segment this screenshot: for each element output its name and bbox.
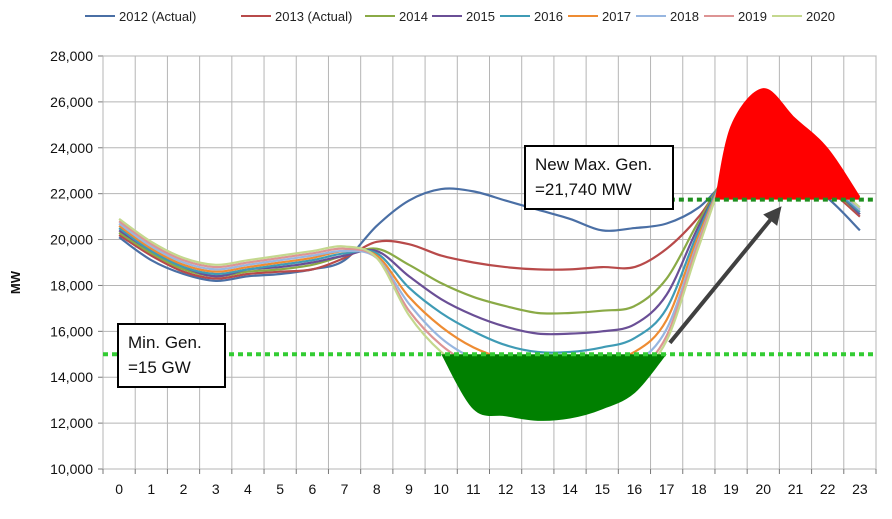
y-tick-label: 18,000 — [50, 277, 93, 293]
y-tick-label: 20,000 — [50, 232, 93, 248]
legend-label: 2013 (Actual) — [275, 8, 353, 24]
x-tick-label: 1 — [147, 481, 155, 497]
legend-swatch — [500, 15, 530, 17]
legend-swatch — [85, 15, 115, 17]
x-tick-label: 8 — [373, 481, 381, 497]
legend-label: 2020 — [806, 8, 835, 24]
y-tick-label: 16,000 — [50, 323, 93, 339]
legend-item: 2016 — [500, 6, 563, 26]
x-tick-label: 13 — [530, 481, 546, 497]
x-tick-label: 15 — [594, 481, 610, 497]
arrow-line — [668, 209, 780, 345]
y-tick-label: 24,000 — [50, 140, 93, 156]
x-tick-label: 17 — [659, 481, 675, 497]
x-tick-label: 9 — [405, 481, 413, 497]
x-tick-label: 23 — [852, 481, 868, 497]
legend: 2012 (Actual) 2013 (Actual) 2014 2015 2016 20… — [0, 6, 892, 26]
x-tick-label: 2 — [180, 481, 188, 497]
legend-item: 2020 — [772, 6, 835, 26]
annotation-text-1: =21,740 MW — [535, 180, 632, 199]
x-tick-label: 5 — [276, 481, 284, 497]
legend-item: 2012 (Actual) — [85, 6, 196, 26]
x-tick-label: 14 — [562, 481, 578, 497]
x-tick-label: 6 — [308, 481, 316, 497]
annotation-text-0: Min. Gen. — [128, 333, 202, 352]
legend-item: 2015 — [432, 6, 495, 26]
x-tick-label: 0 — [115, 481, 123, 497]
legend-label: 2019 — [738, 8, 767, 24]
legend-label: 2018 — [670, 8, 699, 24]
legend-item: 2013 (Actual) — [241, 6, 352, 26]
legend-label: 2012 (Actual) — [119, 8, 197, 24]
legend-label: 2015 — [466, 8, 495, 24]
legend-swatch — [432, 15, 462, 17]
legend-swatch — [704, 15, 734, 17]
x-tick-label: 10 — [433, 481, 449, 497]
x-tick-label: 11 — [466, 481, 481, 497]
legend-swatch — [365, 15, 395, 17]
y-tick-label: 22,000 — [50, 186, 93, 202]
x-tick-label: 22 — [820, 481, 836, 497]
y-axis-label: MW — [8, 270, 23, 294]
x-tick-label: 21 — [788, 481, 804, 497]
x-tick-label: 19 — [723, 481, 739, 497]
legend-item: 2018 — [636, 6, 699, 26]
x-tick-label: 4 — [244, 481, 252, 497]
annotation-text-0: =15 GW — [128, 358, 191, 377]
max-gen-fill — [714, 88, 860, 200]
x-tick-label: 20 — [755, 481, 771, 497]
x-tick-label: 3 — [212, 481, 220, 497]
legend-swatch — [568, 15, 598, 17]
x-tick-label: 7 — [341, 481, 349, 497]
legend-label: 2017 — [602, 8, 631, 24]
legend-swatch — [636, 15, 666, 17]
legend-item: 2014 — [365, 6, 428, 26]
y-tick-label: 14,000 — [50, 369, 93, 385]
y-tick-label: 10,000 — [50, 461, 93, 477]
annotation-box-0 — [117, 323, 226, 388]
arrow-head — [763, 206, 782, 226]
y-tick-label: 12,000 — [50, 415, 93, 431]
annotation-box-1 — [524, 145, 674, 210]
min-gen-fill — [441, 354, 667, 421]
legend-item: 2019 — [704, 6, 767, 26]
x-tick-label: 12 — [498, 481, 514, 497]
x-tick-label: 16 — [627, 481, 643, 497]
y-tick-label: 28,000 — [50, 48, 93, 64]
x-tick-label: 18 — [691, 481, 707, 497]
legend-swatch — [241, 15, 271, 17]
legend-label: 2016 — [534, 8, 563, 24]
legend-swatch — [772, 15, 802, 17]
legend-item: 2017 — [568, 6, 631, 26]
annotation-text-1: New Max. Gen. — [535, 155, 652, 174]
y-tick-label: 26,000 — [50, 94, 93, 110]
legend-label: 2014 — [399, 8, 428, 24]
